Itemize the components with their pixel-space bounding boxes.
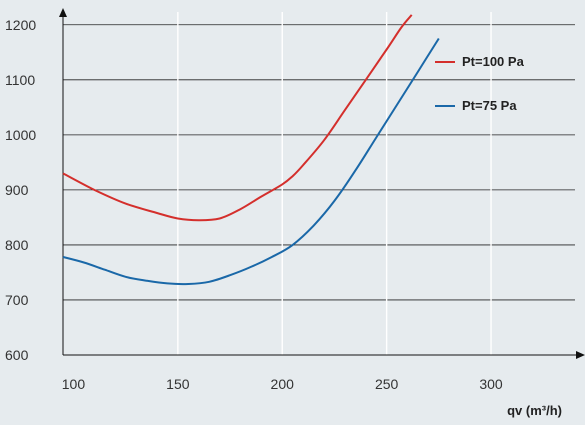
series-lines (62, 14, 440, 286)
y-tick-label: 1100 (5, 72, 35, 88)
x-tick-label: 100 (62, 376, 86, 392)
legend-label-1: Pt=100 Pa (462, 54, 525, 69)
series-line-1 (62, 14, 413, 222)
x-tick-label: 200 (271, 376, 295, 392)
tick-labels: 600 700 800 900 1000 1100 1200 100 150 200 250 300 (5, 17, 503, 392)
axes (59, 8, 585, 359)
series-line-2 (62, 37, 440, 286)
y-axis-arrow (59, 8, 67, 17)
y-tick-label: 600 (5, 347, 29, 363)
legend-label-2: Pt=75 Pa (462, 98, 517, 113)
y-tick-label: 700 (5, 292, 29, 308)
y-tick-label: 800 (5, 237, 29, 253)
x-tick-label: 250 (375, 376, 399, 392)
legend: Pt=100 Pa Pt=75 Pa (435, 54, 525, 113)
y-tick-label: 900 (5, 182, 29, 198)
x-tick-label: 150 (166, 376, 190, 392)
x-tick-label: 300 (479, 376, 503, 392)
grid (63, 12, 575, 355)
x-axis-label: qv (m³/h) (507, 403, 562, 418)
y-tick-label: 1000 (5, 127, 36, 143)
x-axis-arrow (576, 351, 585, 359)
y-tick-label: 1200 (5, 17, 36, 33)
